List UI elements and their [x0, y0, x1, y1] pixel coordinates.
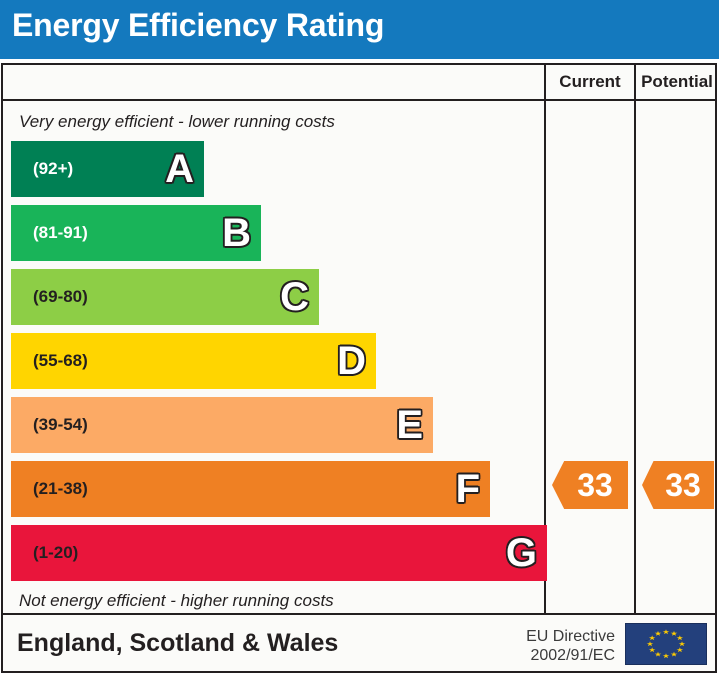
- band-f-range: (21-38): [33, 479, 88, 498]
- band-d-range: (55-68): [33, 351, 88, 370]
- band-e-letter: E: [395, 403, 424, 447]
- column-header-current: Current: [559, 72, 621, 91]
- band-f: (21-38) F: [11, 461, 490, 517]
- band-c-range: (69-80): [33, 287, 88, 306]
- band-d: (55-68) D: [11, 333, 376, 389]
- band-c: (69-80) C: [11, 269, 319, 325]
- band-a-letter: A: [164, 147, 195, 191]
- band-g-range: (1-20): [33, 543, 79, 562]
- band-f-letter: F: [455, 467, 481, 511]
- band-a-range: (92+): [33, 159, 74, 178]
- band-g-letter: G: [505, 531, 538, 575]
- bands-chart: Very energy efficient - lower running co…: [3, 101, 547, 611]
- column-divider-potential: [634, 65, 636, 613]
- band-b: (81-91) B: [11, 205, 261, 261]
- band-g: (1-20) G: [11, 525, 547, 581]
- current-rating-arrow: 33: [552, 461, 628, 509]
- band-e-range: (39-54): [33, 415, 88, 434]
- band-d-letter: D: [336, 339, 367, 383]
- band-b-letter: B: [221, 211, 252, 255]
- potential-rating-arrow: 33: [642, 461, 714, 509]
- footer-region-label: England, Scotland & Wales: [17, 629, 339, 657]
- band-b-range: (81-91): [33, 223, 88, 242]
- title-bar: Energy Efficiency Rating: [0, 0, 719, 59]
- band-e: (39-54) E: [11, 397, 433, 453]
- table-header-row: Current Potential: [3, 65, 715, 101]
- page-title: Energy Efficiency Rating: [12, 7, 385, 43]
- caption-efficient: Very energy efficient - lower running co…: [19, 112, 335, 131]
- footer-bar: England, Scotland & Wales EU Directive 2…: [3, 613, 715, 671]
- current-rating-value: 33: [577, 466, 613, 503]
- eu-flag-icon: [625, 623, 707, 665]
- band-c-letter: C: [279, 275, 310, 319]
- footer-directive-line2: 2002/91/EC: [530, 647, 615, 664]
- caption-inefficient: Not energy efficient - higher running co…: [19, 591, 334, 610]
- potential-rating-value: 33: [665, 466, 701, 503]
- column-header-potential: Potential: [641, 72, 713, 91]
- band-a: (92+) A: [11, 141, 204, 197]
- rating-table: Current Potential Very energy efficient …: [1, 63, 717, 673]
- footer-directive-line1: EU Directive: [526, 628, 615, 645]
- column-divider-current: [544, 65, 546, 613]
- footer-directive: EU Directive 2002/91/EC: [526, 627, 615, 665]
